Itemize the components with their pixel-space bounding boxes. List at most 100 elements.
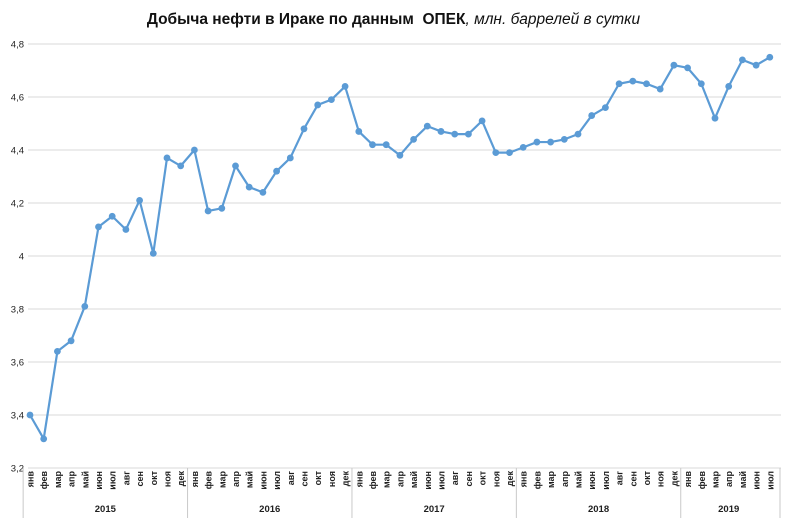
data-point [108,212,116,220]
y-axis-tick-label: 3,4 [11,411,24,422]
x-axis-month-label: дек [505,471,515,487]
data-point [232,162,239,170]
x-axis-month-label: июл [765,471,775,490]
x-axis-month-label: сен [464,471,474,486]
x-axis-month-label: янв [683,471,693,488]
x-axis-month-label: июл [601,471,611,490]
data-point [602,104,609,111]
data-line [28,56,771,440]
data-point [382,141,390,149]
data-point [739,56,746,64]
x-axis-month-label: мар [382,471,392,489]
data-point [615,80,623,88]
x-axis-month-label: июл [272,471,282,490]
y-axis-tick-label: 4,2 [11,199,24,210]
data-point [136,196,144,204]
data-point [273,167,280,175]
data-point [752,61,760,69]
x-axis-month-label: июл [108,471,118,490]
y-axis-tick-label: 3,2 [11,464,24,475]
data-point [40,435,48,443]
chart-title-units: , млн. баррелей в сутки [465,11,641,28]
y-axis-tick-label: 3,6 [11,358,24,369]
data-point [410,136,417,143]
x-axis-month-label: окт [313,470,323,485]
y-axis-tick-label: 3,8 [11,305,24,316]
data-point [341,83,349,90]
x-axis-month-label: фев [532,471,542,490]
data-point [670,61,678,69]
x-axis-month-label: апр [395,471,405,487]
x-axis-month-label: окт [478,470,488,485]
data-point [465,130,472,138]
data-point [684,64,691,72]
data-point [697,80,705,88]
x-axis-month-label: авг [450,471,460,486]
x-axis-month-label: июн [752,471,762,490]
data-point [437,128,445,135]
data-point [328,96,335,104]
data-point [629,77,637,85]
x-axis-month-label: авг [121,471,131,486]
chart-title-main: Добыча нефти в Ираке по данным ОПЕК [146,11,466,28]
x-axis-year-label: 2018 [588,504,609,515]
data-point [588,112,596,119]
x-axis-month-label: сен [300,471,310,486]
x-axis-month-label: июн [587,471,597,490]
x-axis-year-label: 2017 [424,504,445,515]
x-axis-month-label: ноя [491,471,501,487]
x-axis-month-label: апр [231,471,241,487]
y-axis-tick-label: 4,4 [11,146,24,157]
x-axis-month-label: май [738,471,748,488]
data-point [766,53,774,61]
data-point [533,138,541,146]
x-axis-month-label: окт [149,470,159,485]
data-point [177,162,185,170]
data-point [547,138,554,146]
data-point [259,189,267,196]
x-axis-month-label: янв [519,471,529,488]
data-point [574,130,582,138]
x-axis-month-label: мар [546,471,556,489]
data-point [560,136,568,143]
x-axis-month-label: янв [190,471,200,488]
x-axis-month-label: мар [217,471,227,489]
data-point [478,117,486,125]
x-axis-month-label: мар [53,471,63,489]
x-axis-month-label: фев [39,471,49,490]
x-axis-month-label: апр [67,471,77,487]
x-axis-month-label: май [80,471,90,488]
data-point [369,141,376,149]
x-axis-year-label: 2016 [259,504,280,515]
x-axis-month-label: сен [628,471,638,486]
data-point [286,154,294,162]
data-point [245,183,253,191]
x-axis-month-label: апр [724,471,734,487]
x-axis-month-label: июл [437,471,447,490]
x-axis-month-label: дек [176,471,186,487]
data-point [506,149,513,157]
x-axis-month-label: апр [560,471,570,487]
x-axis-month-label: май [574,471,584,488]
x-axis-year-label: 2019 [718,504,739,515]
y-axis-tick-label: 4,6 [11,93,24,104]
x-axis-month-label: ноя [163,471,173,487]
x-axis-month-label: фев [697,471,707,490]
data-point [725,83,733,90]
data-point [519,143,527,151]
data-point [314,101,322,109]
y-axis-tick-label: 4 [19,252,24,263]
data-point [643,80,650,88]
x-axis-month-label: авг [615,471,625,486]
x-axis-month-label: фев [368,471,378,490]
x-axis-month-label: янв [354,471,364,488]
x-axis-month-label: ноя [656,471,666,487]
data-point [67,337,75,345]
x-axis-month-label: июн [423,471,433,490]
x-axis-month-label: июн [258,471,268,490]
data-point [149,249,157,257]
y-axis-tick-label: 4,8 [11,40,24,51]
data-point [396,151,404,159]
data-point [81,302,89,310]
